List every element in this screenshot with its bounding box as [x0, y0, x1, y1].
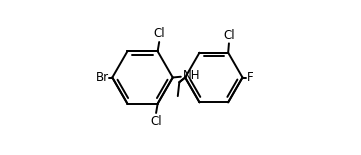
Text: Cl: Cl	[223, 29, 235, 42]
Text: Br: Br	[96, 71, 109, 84]
Text: Cl: Cl	[150, 115, 162, 128]
Text: F: F	[246, 71, 253, 84]
Text: Cl: Cl	[153, 27, 165, 40]
Text: NH: NH	[183, 69, 201, 82]
